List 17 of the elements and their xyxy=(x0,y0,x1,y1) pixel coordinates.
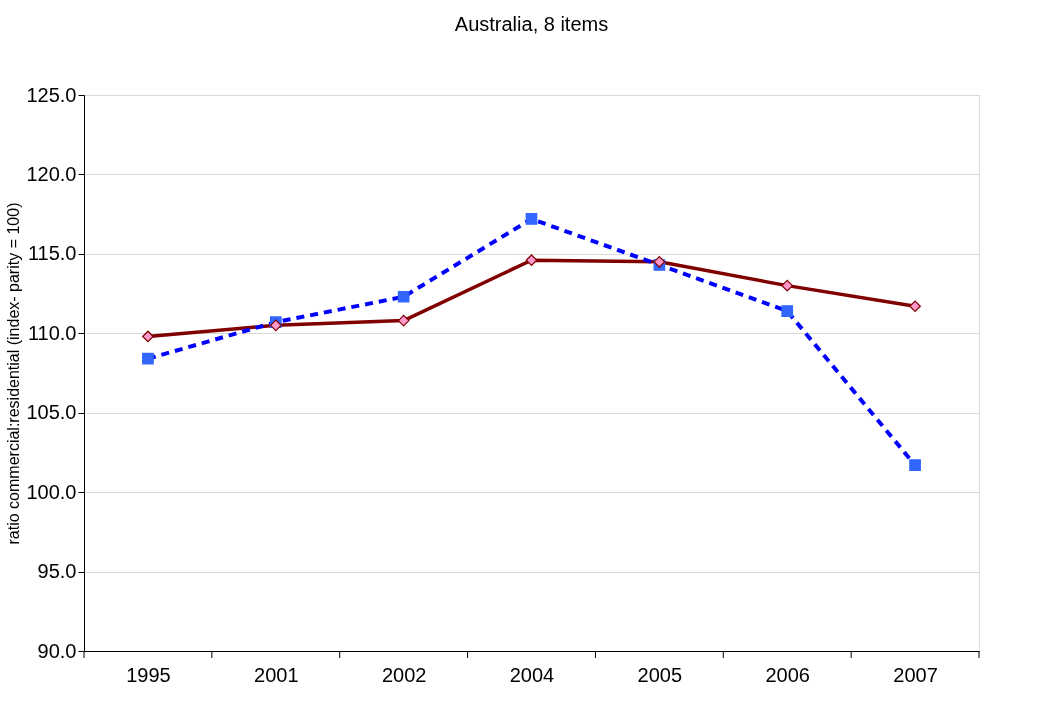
y-tick-label: 120.0 xyxy=(26,162,77,185)
x-tick-label: 2002 xyxy=(381,663,427,686)
y-axis-title: ratio commercial:residential (index- parity = 100) xyxy=(5,202,23,545)
y-tick-label: 100.0 xyxy=(26,480,77,503)
x-tick-label: 2005 xyxy=(637,663,683,686)
x-tick-label: 2001 xyxy=(254,663,299,686)
x-tick-label: 1995 xyxy=(126,663,171,686)
y-tick-label: 110.0 xyxy=(27,321,77,344)
x-tick-label: 2004 xyxy=(509,663,555,686)
x-tick-label: 2007 xyxy=(893,663,938,686)
y-tick-label: 90.0 xyxy=(37,639,77,662)
x-tick-label: 2006 xyxy=(765,663,810,686)
y-tick-label: 105.0 xyxy=(26,401,77,424)
y-tick-label: 95.0 xyxy=(37,560,77,583)
y-tick-label: 125.0 xyxy=(26,83,77,106)
y-tick-label: 115.0 xyxy=(27,242,77,265)
chart-title: Australia, 8 items xyxy=(454,13,609,35)
